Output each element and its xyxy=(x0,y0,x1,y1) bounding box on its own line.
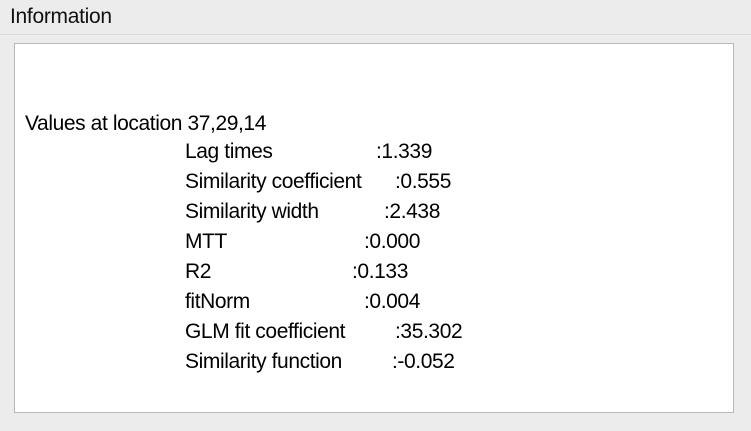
location-line: Values at location 37,29,14 xyxy=(25,112,266,135)
value-number: :1.339 xyxy=(376,140,432,163)
value-number: :0.133 xyxy=(352,260,408,283)
value-label: GLM fit coefficient xyxy=(185,320,346,343)
value-number: :0.000 xyxy=(364,230,420,253)
value-label: Similarity function xyxy=(185,350,342,373)
title-divider xyxy=(0,34,751,35)
value-label: fitNorm xyxy=(185,290,250,313)
value-number: :0.555 xyxy=(395,170,451,193)
value-number: :0.004 xyxy=(364,290,420,313)
value-number: :2.438 xyxy=(384,200,440,223)
value-number: :-0.052 xyxy=(392,350,455,373)
value-label: Lag times xyxy=(185,140,273,163)
information-text-area: Values at location 37,29,14 Lag times :1… xyxy=(14,43,734,413)
value-label: R2 xyxy=(185,260,212,283)
value-number: :35.302 xyxy=(395,320,463,343)
value-label: Similarity coefficient xyxy=(185,170,362,193)
value-label: Similarity width xyxy=(185,200,319,223)
value-label: MTT xyxy=(185,230,227,253)
panel-title: Information xyxy=(10,5,112,28)
